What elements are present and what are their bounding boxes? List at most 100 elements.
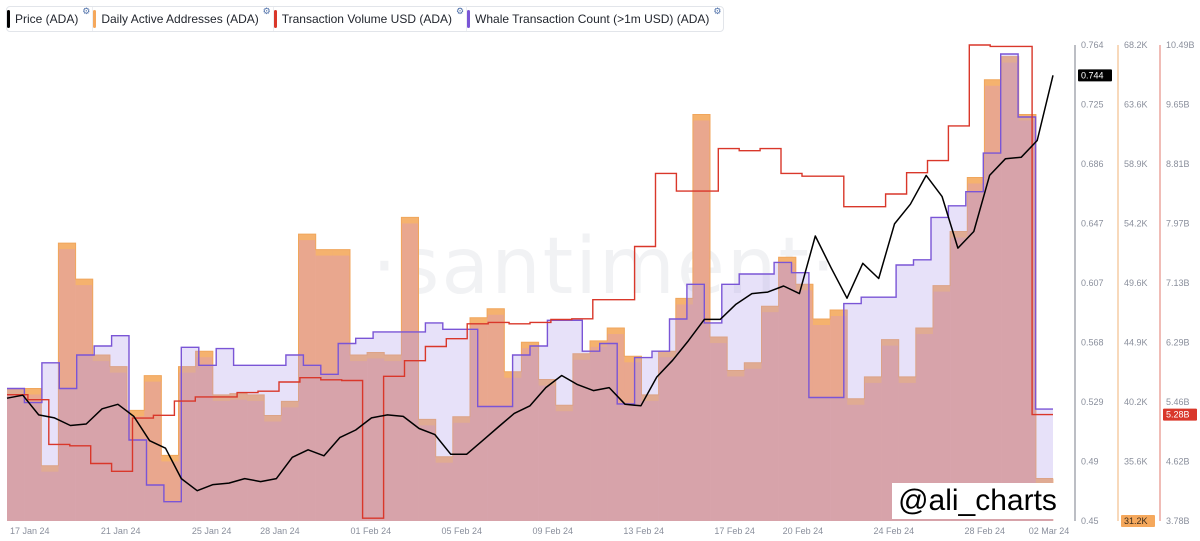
daa-tick-label: 40.2K — [1124, 397, 1148, 407]
daa-bar-top — [75, 279, 94, 286]
x-tick-label: 21 Jan 24 — [101, 526, 141, 536]
daa-bar-top — [915, 328, 934, 335]
gear-icon[interactable]: ⚙ — [82, 6, 91, 16]
daa-bar — [161, 455, 179, 521]
daa-bar-top — [572, 353, 591, 360]
daa-bar-top — [1035, 478, 1054, 485]
daa-bar-top — [898, 376, 917, 383]
price-tick-label: 0.764 — [1081, 40, 1104, 50]
price-line — [6, 75, 1054, 492]
legend-item-transaction-volume[interactable]: Transaction Volume USD (ADA) ⚙ — [273, 6, 468, 31]
daa-bar-top — [58, 243, 76, 250]
daa-bar — [178, 366, 196, 521]
author-credit: @ali_charts — [892, 483, 1063, 519]
daa-bar-top — [418, 419, 436, 426]
daa-bar-top — [812, 319, 831, 326]
daa-bar — [727, 370, 745, 521]
daa-bar — [590, 340, 608, 521]
daa-bar-top — [847, 398, 865, 405]
x-tick-label: 17 Feb 24 — [714, 526, 755, 536]
daa-bar-top — [384, 355, 402, 362]
daa-bar — [469, 317, 488, 521]
daa-bar — [435, 456, 454, 521]
daa-bar-top — [658, 351, 677, 358]
daa-bar-top — [607, 328, 625, 335]
legend-item-price[interactable]: Price (ADA) ⚙ — [7, 6, 94, 31]
daa-bar-top — [950, 231, 968, 238]
legend-item-whale-transaction-count[interactable]: Whale Transaction Count (>1m USD) (ADA) … — [467, 7, 723, 31]
daa-bar — [710, 337, 728, 521]
daa-tick-label: 58.9K — [1124, 159, 1148, 169]
daa-bar-top — [212, 394, 231, 401]
x-tick-label: 09 Feb 24 — [532, 526, 573, 536]
daa-bar — [624, 356, 642, 521]
daa-bar-top — [195, 351, 214, 358]
daa-bar — [212, 394, 231, 521]
daa-bar — [247, 394, 265, 521]
x-tick-label: 20 Feb 24 — [783, 526, 824, 536]
daa-bar-top — [469, 317, 488, 324]
price-current-value-label: 0.744 — [1081, 70, 1104, 80]
daa-bar-top — [24, 388, 42, 395]
volume-tick-label: 7.97B — [1166, 219, 1190, 229]
daa-bar-top — [127, 410, 145, 417]
gear-icon[interactable]: ⚙ — [713, 6, 722, 16]
volume-tick-label: 4.62B — [1166, 457, 1190, 467]
daa-bar — [847, 398, 865, 521]
whale-transaction-series — [7, 53, 1053, 521]
daa-bar — [384, 355, 402, 521]
daa-bar-top — [452, 416, 471, 423]
legend-swatch-price — [7, 10, 10, 28]
daa-bar — [950, 231, 968, 522]
daa-bar — [1001, 56, 1020, 522]
legend-label-transaction-volume: Transaction Volume USD (ADA) — [281, 12, 453, 26]
legend-swatch-transaction-volume — [273, 10, 277, 28]
daa-bar-top — [109, 366, 128, 373]
daa-bar-top — [710, 337, 728, 344]
chart-legend: Price (ADA) ⚙ Daily Active Addresses (AD… — [6, 6, 725, 32]
daa-bar — [367, 352, 385, 521]
volume-current-value-label: 5.28B — [1166, 410, 1190, 420]
daa-bar-top — [675, 298, 694, 305]
daa-bar-top — [624, 356, 642, 363]
daa-bar-top — [298, 234, 316, 241]
daa-bar-top — [229, 393, 248, 400]
daa-bar-top — [984, 79, 1002, 86]
daa-bar — [555, 405, 574, 521]
daa-bar — [521, 342, 539, 521]
daa-bar — [229, 393, 248, 521]
daa-bar — [744, 362, 762, 521]
x-tick-label: 17 Jan 24 — [10, 526, 50, 536]
daa-tick-label: 35.6K — [1124, 457, 1148, 467]
daa-tick-label: 44.9K — [1124, 338, 1148, 348]
daa-bar — [332, 249, 351, 522]
daa-bar — [92, 355, 111, 521]
daa-bar — [812, 319, 831, 521]
daa-bar-top — [487, 308, 505, 315]
daa-bar — [984, 79, 1002, 521]
daa-bar-top — [332, 249, 351, 256]
gear-icon[interactable]: ⚙ — [455, 6, 465, 16]
price-series — [6, 75, 1054, 492]
daa-bar — [607, 328, 625, 521]
daa-bar — [452, 416, 471, 521]
daa-bar-top — [401, 217, 419, 224]
daa-bar-top — [967, 177, 985, 184]
gear-icon[interactable]: ⚙ — [262, 6, 271, 16]
legend-item-daily-active-addresses[interactable]: Daily Active Addresses (ADA) ⚙ — [93, 6, 274, 31]
x-tick-label: 02 Mar 24 — [1029, 526, 1070, 536]
price-current-value-badge — [1078, 69, 1112, 82]
daa-bar — [127, 410, 145, 521]
daa-bar-top — [435, 456, 454, 463]
legend-label-price: Price (ADA) — [15, 12, 79, 26]
x-tick-label: 13 Feb 24 — [623, 526, 664, 536]
whale-area — [7, 54, 1053, 521]
daa-bar-top — [247, 394, 265, 401]
volume-tick-label: 10.49B — [1166, 40, 1195, 50]
daa-bar — [641, 394, 659, 521]
daa-bar-top — [367, 352, 385, 359]
legend-swatch-whale-transaction-count — [467, 10, 471, 28]
daa-bar-top — [590, 340, 608, 347]
daa-current-value-badge — [1121, 515, 1155, 527]
